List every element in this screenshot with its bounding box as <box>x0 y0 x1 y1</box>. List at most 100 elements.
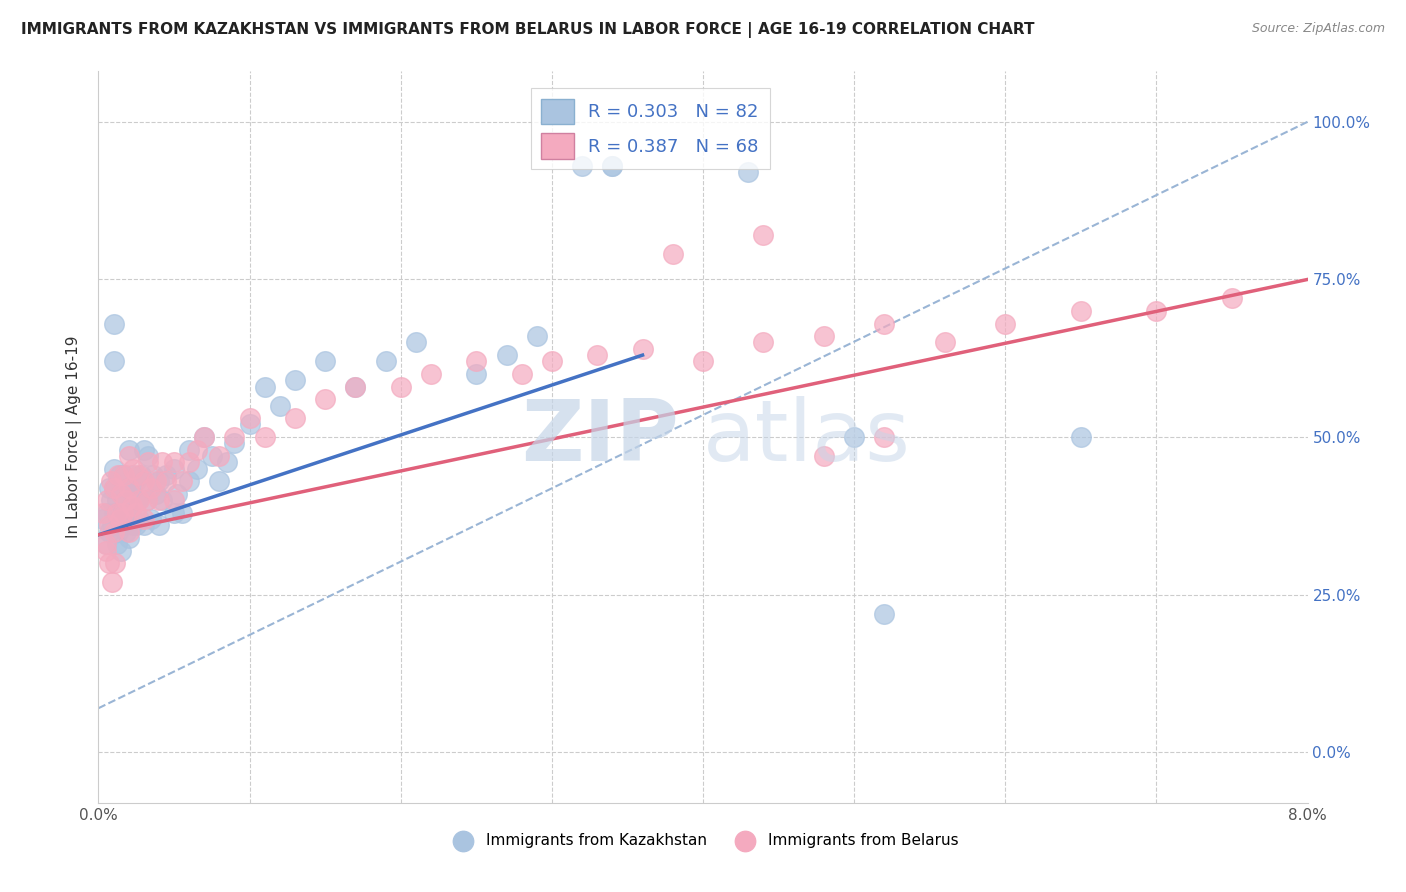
Text: ZIP: ZIP <box>522 395 679 479</box>
Point <box>127 493 149 508</box>
Point <box>96 493 118 508</box>
Point <box>163 455 186 469</box>
Point <box>112 506 135 520</box>
Point <box>253 430 276 444</box>
Point <box>631 342 654 356</box>
Point <box>91 512 114 526</box>
Point <box>526 329 548 343</box>
Point <box>103 317 125 331</box>
Point <box>465 354 488 368</box>
Point <box>344 379 367 393</box>
Point <box>148 474 170 488</box>
Point <box>94 537 117 551</box>
Point <box>103 524 125 539</box>
Point <box>98 556 121 570</box>
Point <box>374 354 396 368</box>
Point <box>155 474 177 488</box>
Point <box>155 467 177 482</box>
Point <box>179 442 201 457</box>
Point <box>122 512 145 526</box>
Point <box>128 493 150 508</box>
Point <box>269 399 291 413</box>
Point <box>284 373 307 387</box>
Point <box>112 467 135 482</box>
Point <box>103 461 125 475</box>
Point <box>132 481 155 495</box>
Point <box>186 442 208 457</box>
Point <box>813 449 835 463</box>
Point <box>125 518 148 533</box>
Point <box>110 487 132 501</box>
Point <box>163 506 186 520</box>
Point <box>495 348 517 362</box>
Point <box>752 335 775 350</box>
Point <box>104 556 127 570</box>
Point <box>253 379 276 393</box>
Point <box>844 430 866 444</box>
Point <box>1070 304 1092 318</box>
Point <box>108 467 131 482</box>
Point <box>135 493 157 508</box>
Point <box>405 335 427 350</box>
Point <box>136 455 159 469</box>
Point <box>101 575 124 590</box>
Point <box>389 379 412 393</box>
Point <box>420 367 443 381</box>
Point <box>1220 291 1243 305</box>
Point <box>118 449 141 463</box>
Point <box>510 367 533 381</box>
Point <box>314 354 336 368</box>
Y-axis label: In Labor Force | Age 16-19: In Labor Force | Age 16-19 <box>66 335 83 539</box>
Point <box>101 518 124 533</box>
Point <box>100 474 122 488</box>
Point <box>873 317 896 331</box>
Text: Source: ZipAtlas.com: Source: ZipAtlas.com <box>1251 22 1385 36</box>
Point <box>201 449 224 463</box>
Point <box>111 518 134 533</box>
Point <box>114 524 136 539</box>
Point <box>136 449 159 463</box>
Point <box>179 474 201 488</box>
Point <box>132 518 155 533</box>
Point <box>163 461 186 475</box>
Point <box>96 506 118 520</box>
Point <box>215 455 238 469</box>
Point <box>148 493 170 508</box>
Point <box>813 329 835 343</box>
Point <box>141 481 163 495</box>
Point <box>170 474 193 488</box>
Point <box>103 354 125 368</box>
Point <box>132 442 155 457</box>
Point <box>118 481 141 495</box>
Point <box>94 537 117 551</box>
Point <box>111 506 134 520</box>
Point <box>107 467 129 482</box>
Point <box>141 512 163 526</box>
Point <box>934 335 956 350</box>
Point <box>118 531 141 545</box>
Point <box>344 379 367 393</box>
Point <box>186 461 208 475</box>
Point <box>145 487 167 501</box>
Point <box>105 493 128 508</box>
Point <box>602 159 624 173</box>
Point <box>179 455 201 469</box>
Point <box>100 493 122 508</box>
Point <box>107 524 129 539</box>
Point <box>571 159 593 173</box>
Point <box>125 506 148 520</box>
Point <box>128 512 150 526</box>
Point <box>103 481 125 495</box>
Point <box>105 506 128 520</box>
Point <box>118 474 141 488</box>
Point <box>314 392 336 407</box>
Text: IMMIGRANTS FROM KAZAKHSTAN VS IMMIGRANTS FROM BELARUS IN LABOR FORCE | AGE 16-19: IMMIGRANTS FROM KAZAKHSTAN VS IMMIGRANTS… <box>21 22 1035 38</box>
Point <box>150 455 173 469</box>
Point <box>692 354 714 368</box>
Point <box>208 449 231 463</box>
Point <box>284 411 307 425</box>
Point <box>110 487 132 501</box>
Point <box>127 467 149 482</box>
Point <box>118 524 141 539</box>
Point <box>98 481 121 495</box>
